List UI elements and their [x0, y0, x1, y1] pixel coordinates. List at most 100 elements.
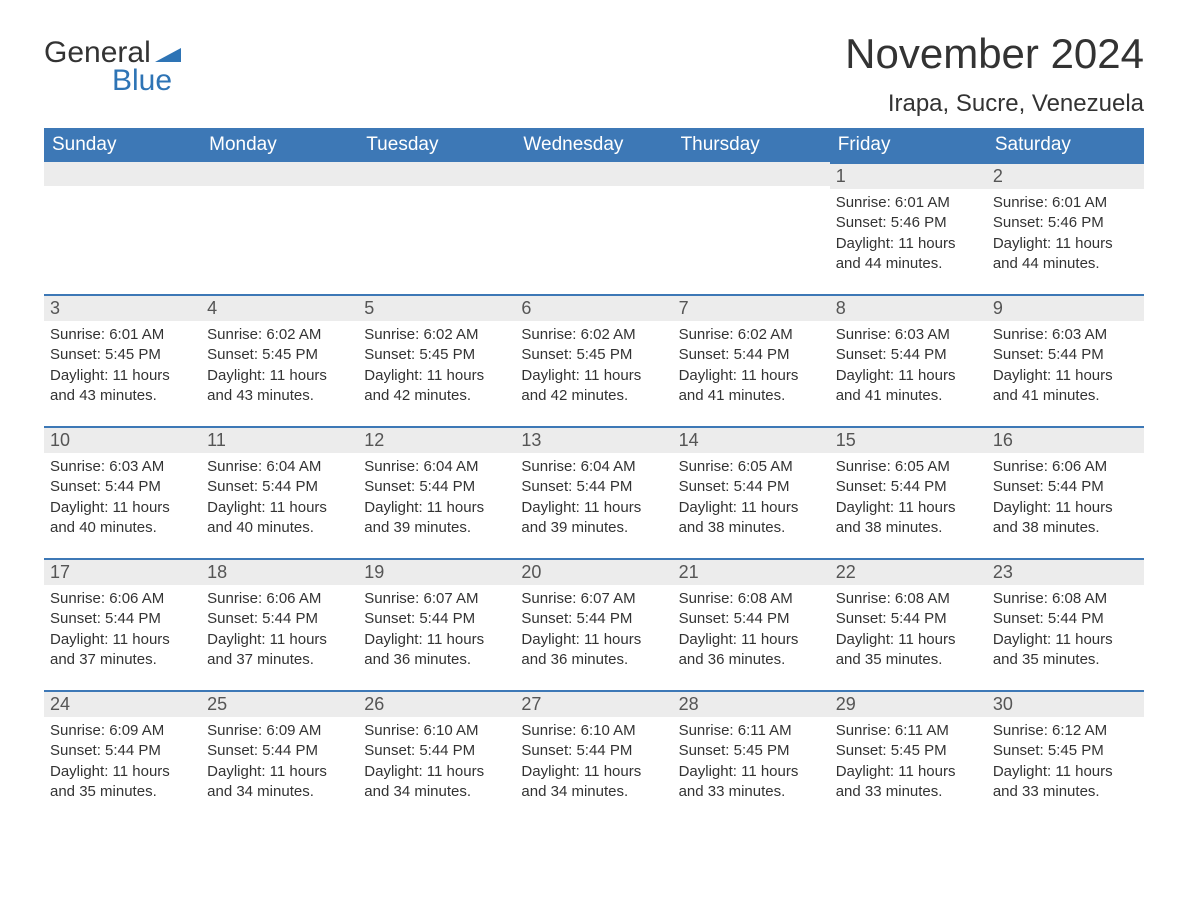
empty-day-bar — [673, 162, 830, 186]
day-wrap: 8Sunrise: 6:03 AMSunset: 5:44 PMDaylight… — [830, 294, 987, 412]
sunset-line: Sunset: 5:44 PM — [207, 477, 352, 497]
day-details: Sunrise: 6:08 AMSunset: 5:44 PMDaylight:… — [673, 585, 830, 676]
day-number: 11 — [201, 428, 358, 453]
daylight-line: Daylight: 11 hours and 39 minutes. — [364, 498, 509, 539]
day-wrap: 25Sunrise: 6:09 AMSunset: 5:44 PMDayligh… — [201, 690, 358, 808]
daylight-line: Daylight: 11 hours and 34 minutes. — [521, 762, 666, 803]
empty-day-bar — [515, 162, 672, 186]
calendar-cell: 25Sunrise: 6:09 AMSunset: 5:44 PMDayligh… — [201, 690, 358, 822]
sunrise-line: Sunrise: 6:01 AM — [836, 193, 981, 213]
day-details: Sunrise: 6:01 AMSunset: 5:46 PMDaylight:… — [830, 189, 987, 280]
sunset-line: Sunset: 5:44 PM — [993, 477, 1138, 497]
day-wrap: 16Sunrise: 6:06 AMSunset: 5:44 PMDayligh… — [987, 426, 1144, 544]
sunrise-line: Sunrise: 6:01 AM — [50, 325, 195, 345]
day-wrap: 26Sunrise: 6:10 AMSunset: 5:44 PMDayligh… — [358, 690, 515, 808]
sunset-line: Sunset: 5:44 PM — [364, 609, 509, 629]
sunset-line: Sunset: 5:44 PM — [836, 345, 981, 365]
day-details: Sunrise: 6:05 AMSunset: 5:44 PMDaylight:… — [673, 453, 830, 544]
day-number: 10 — [44, 428, 201, 453]
calendar-cell: 23Sunrise: 6:08 AMSunset: 5:44 PMDayligh… — [987, 558, 1144, 690]
daylight-line: Daylight: 11 hours and 42 minutes. — [521, 366, 666, 407]
sunset-line: Sunset: 5:45 PM — [364, 345, 509, 365]
sunrise-line: Sunrise: 6:02 AM — [364, 325, 509, 345]
day-number: 29 — [830, 692, 987, 717]
day-number: 3 — [44, 296, 201, 321]
day-wrap: 9Sunrise: 6:03 AMSunset: 5:44 PMDaylight… — [987, 294, 1144, 412]
sunrise-line: Sunrise: 6:08 AM — [993, 589, 1138, 609]
location-label: Irapa, Sucre, Venezuela — [845, 90, 1144, 118]
calendar-cell: 16Sunrise: 6:06 AMSunset: 5:44 PMDayligh… — [987, 426, 1144, 558]
sunrise-line: Sunrise: 6:03 AM — [993, 325, 1138, 345]
calendar-cell: 15Sunrise: 6:05 AMSunset: 5:44 PMDayligh… — [830, 426, 987, 558]
day-number: 12 — [358, 428, 515, 453]
day-wrap: 27Sunrise: 6:10 AMSunset: 5:44 PMDayligh… — [515, 690, 672, 808]
day-number: 18 — [201, 560, 358, 585]
calendar-row: 24Sunrise: 6:09 AMSunset: 5:44 PMDayligh… — [44, 690, 1144, 822]
weekday-header: Friday — [830, 128, 987, 162]
day-number: 5 — [358, 296, 515, 321]
day-wrap: 2Sunrise: 6:01 AMSunset: 5:46 PMDaylight… — [987, 162, 1144, 280]
calendar-cell: 2Sunrise: 6:01 AMSunset: 5:46 PMDaylight… — [987, 162, 1144, 294]
day-details: Sunrise: 6:06 AMSunset: 5:44 PMDaylight:… — [987, 453, 1144, 544]
day-number: 23 — [987, 560, 1144, 585]
sunset-line: Sunset: 5:44 PM — [521, 477, 666, 497]
daylight-line: Daylight: 11 hours and 40 minutes. — [207, 498, 352, 539]
daylight-line: Daylight: 11 hours and 36 minutes. — [364, 630, 509, 671]
day-number: 30 — [987, 692, 1144, 717]
calendar-cell: 7Sunrise: 6:02 AMSunset: 5:44 PMDaylight… — [673, 294, 830, 426]
sunset-line: Sunset: 5:44 PM — [521, 609, 666, 629]
daylight-line: Daylight: 11 hours and 41 minutes. — [993, 366, 1138, 407]
sunrise-line: Sunrise: 6:09 AM — [50, 721, 195, 741]
day-details: Sunrise: 6:02 AMSunset: 5:45 PMDaylight:… — [201, 321, 358, 412]
sunrise-line: Sunrise: 6:07 AM — [364, 589, 509, 609]
day-number: 14 — [673, 428, 830, 453]
calendar-cell: 20Sunrise: 6:07 AMSunset: 5:44 PMDayligh… — [515, 558, 672, 690]
day-details: Sunrise: 6:03 AMSunset: 5:44 PMDaylight:… — [987, 321, 1144, 412]
sunrise-line: Sunrise: 6:10 AM — [521, 721, 666, 741]
calendar-cell: 24Sunrise: 6:09 AMSunset: 5:44 PMDayligh… — [44, 690, 201, 822]
day-details: Sunrise: 6:09 AMSunset: 5:44 PMDaylight:… — [44, 717, 201, 808]
daylight-line: Daylight: 11 hours and 33 minutes. — [679, 762, 824, 803]
day-details: Sunrise: 6:07 AMSunset: 5:44 PMDaylight:… — [358, 585, 515, 676]
daylight-line: Daylight: 11 hours and 41 minutes. — [836, 366, 981, 407]
sunset-line: Sunset: 5:45 PM — [993, 741, 1138, 761]
calendar-cell: 10Sunrise: 6:03 AMSunset: 5:44 PMDayligh… — [44, 426, 201, 558]
day-wrap: 6Sunrise: 6:02 AMSunset: 5:45 PMDaylight… — [515, 294, 672, 412]
sunset-line: Sunset: 5:46 PM — [836, 213, 981, 233]
day-details: Sunrise: 6:03 AMSunset: 5:44 PMDaylight:… — [44, 453, 201, 544]
sunrise-line: Sunrise: 6:06 AM — [207, 589, 352, 609]
day-number: 27 — [515, 692, 672, 717]
calendar-cell: 22Sunrise: 6:08 AMSunset: 5:44 PMDayligh… — [830, 558, 987, 690]
day-wrap: 15Sunrise: 6:05 AMSunset: 5:44 PMDayligh… — [830, 426, 987, 544]
sunset-line: Sunset: 5:44 PM — [207, 741, 352, 761]
empty-day-bar — [44, 162, 201, 186]
empty-day-bar — [201, 162, 358, 186]
day-details: Sunrise: 6:04 AMSunset: 5:44 PMDaylight:… — [201, 453, 358, 544]
day-wrap: 1Sunrise: 6:01 AMSunset: 5:46 PMDaylight… — [830, 162, 987, 280]
daylight-line: Daylight: 11 hours and 43 minutes. — [50, 366, 195, 407]
day-wrap: 14Sunrise: 6:05 AMSunset: 5:44 PMDayligh… — [673, 426, 830, 544]
day-details: Sunrise: 6:05 AMSunset: 5:44 PMDaylight:… — [830, 453, 987, 544]
weekday-header-row: SundayMondayTuesdayWednesdayThursdayFrid… — [44, 128, 1144, 162]
sunset-line: Sunset: 5:45 PM — [679, 741, 824, 761]
daylight-line: Daylight: 11 hours and 34 minutes. — [207, 762, 352, 803]
day-number: 28 — [673, 692, 830, 717]
sunrise-line: Sunrise: 6:11 AM — [836, 721, 981, 741]
day-wrap: 29Sunrise: 6:11 AMSunset: 5:45 PMDayligh… — [830, 690, 987, 808]
sunset-line: Sunset: 5:44 PM — [836, 609, 981, 629]
day-wrap: 4Sunrise: 6:02 AMSunset: 5:45 PMDaylight… — [201, 294, 358, 412]
day-details: Sunrise: 6:02 AMSunset: 5:45 PMDaylight:… — [358, 321, 515, 412]
day-number: 20 — [515, 560, 672, 585]
calendar-table: SundayMondayTuesdayWednesdayThursdayFrid… — [44, 128, 1144, 822]
sunrise-line: Sunrise: 6:08 AM — [836, 589, 981, 609]
daylight-line: Daylight: 11 hours and 35 minutes. — [836, 630, 981, 671]
calendar-cell: 1Sunrise: 6:01 AMSunset: 5:46 PMDaylight… — [830, 162, 987, 294]
day-details: Sunrise: 6:11 AMSunset: 5:45 PMDaylight:… — [673, 717, 830, 808]
day-wrap: 24Sunrise: 6:09 AMSunset: 5:44 PMDayligh… — [44, 690, 201, 808]
sunset-line: Sunset: 5:45 PM — [50, 345, 195, 365]
calendar-cell: 18Sunrise: 6:06 AMSunset: 5:44 PMDayligh… — [201, 558, 358, 690]
day-details: Sunrise: 6:12 AMSunset: 5:45 PMDaylight:… — [987, 717, 1144, 808]
day-wrap: 10Sunrise: 6:03 AMSunset: 5:44 PMDayligh… — [44, 426, 201, 544]
calendar-cell: 28Sunrise: 6:11 AMSunset: 5:45 PMDayligh… — [673, 690, 830, 822]
sunrise-line: Sunrise: 6:04 AM — [207, 457, 352, 477]
